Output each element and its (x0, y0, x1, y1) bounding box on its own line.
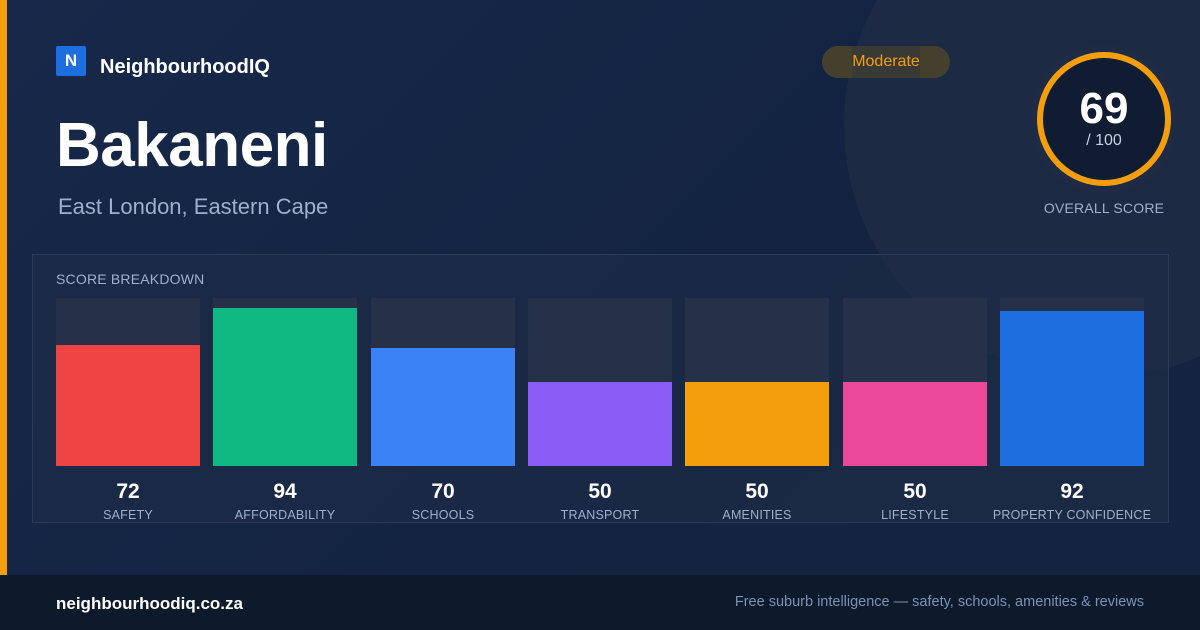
overall-score-value: 69 (1079, 84, 1129, 133)
rating-badge: Moderate (822, 46, 950, 78)
footer-url[interactable]: neighbourhoodiq.co.za (56, 594, 243, 613)
footer (0, 575, 1200, 630)
metric-value: 92 (1060, 480, 1084, 503)
metric-value: 50 (745, 480, 769, 503)
metric-lifestyle: 50 LIFESTYLE (843, 298, 987, 522)
metric-bar-fill (685, 382, 829, 466)
metric-value: 72 (116, 480, 140, 503)
metric-bar-fill (528, 382, 672, 466)
overall-score-label: OVERALL SCORE (1043, 200, 1165, 216)
metric-label: PROPERTY CONFIDENCE (992, 508, 1152, 522)
footer-tagline: Free suburb intelligence — safety, schoo… (734, 594, 1144, 610)
metric-bar-fill (213, 308, 357, 466)
overall-score-max: / 100 (1086, 132, 1122, 149)
metric-bar-fill (843, 382, 987, 466)
metric-amenities: 50 AMENITIES (685, 298, 829, 522)
suburb-location: East London, Eastern Cape (58, 194, 329, 219)
metric-label: TRANSPORT (560, 508, 640, 522)
brand-name: NeighbourhoodIQ (100, 56, 270, 78)
metric-value: 50 (588, 480, 612, 503)
metric-bar-fill (56, 345, 200, 466)
metric-label: AFFORDABILITY (234, 508, 336, 522)
rating-badge-label: Moderate (852, 53, 920, 70)
score-ring-graphic (1030, 45, 1178, 193)
metric-affordability: 94 AFFORDABILITY (213, 298, 357, 522)
logo-icon: N (56, 46, 86, 76)
metric-schools: 70 SCHOOLS (371, 298, 515, 522)
metric-bar-fill (1000, 311, 1144, 466)
metric-property-confidence: 92 PROPERTY CONFIDENCE (993, 298, 1151, 522)
metric-safety: 72 SAFETY (56, 298, 200, 522)
metric-bar-fill (371, 348, 515, 466)
overall-score-ring (1027, 44, 1181, 194)
metric-label: SCHOOLS (411, 508, 475, 522)
metric-value: 50 (903, 480, 927, 503)
score-ring-arc (1037, 52, 1171, 186)
accent-bar (0, 0, 7, 575)
metric-label: SAFETY (103, 508, 153, 522)
metric-transport: 50 TRANSPORT (528, 298, 672, 522)
metric-label: AMENITIES (722, 508, 792, 522)
suburb-title: Bakaneni (56, 111, 328, 180)
metric-label: LIFESTYLE (881, 508, 949, 522)
metric-value: 94 (273, 480, 297, 503)
score-breakdown-title: SCORE BREAKDOWN (56, 271, 205, 287)
metric-value: 70 (431, 480, 455, 503)
